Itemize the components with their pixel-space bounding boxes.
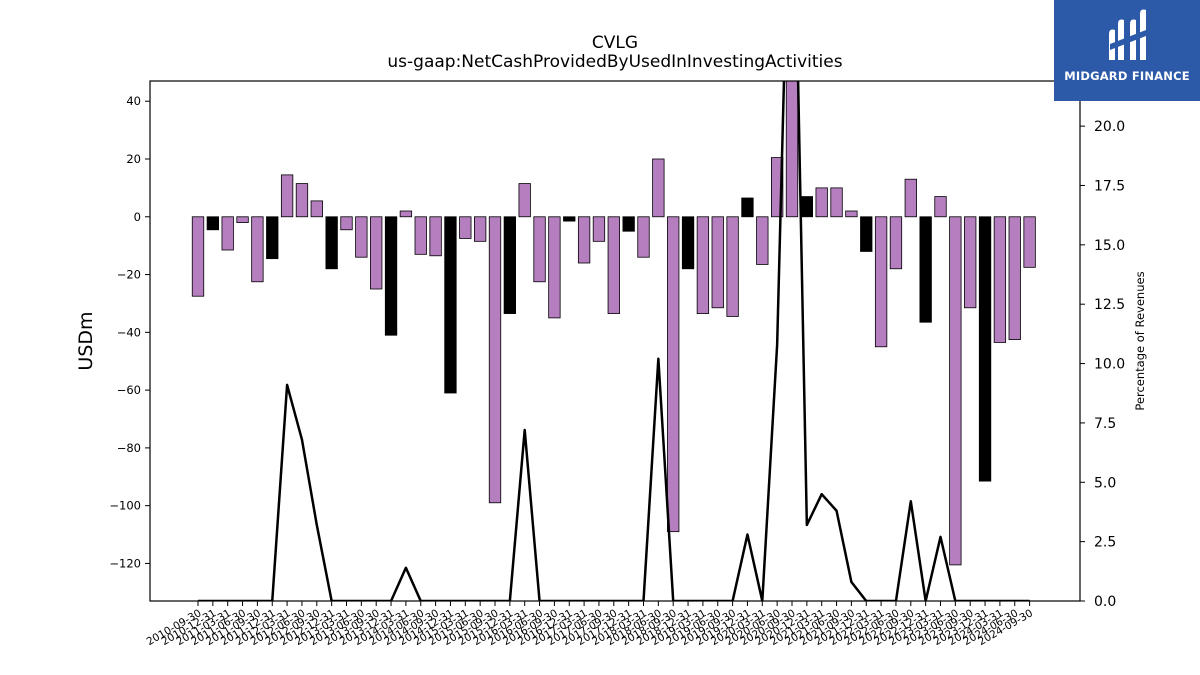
bar xyxy=(399,210,413,218)
bar xyxy=(459,216,472,239)
y-tick-label: 0 xyxy=(134,210,141,224)
bar xyxy=(340,216,353,231)
bar xyxy=(652,158,665,218)
bar xyxy=(1008,216,1021,340)
y2-tick-label: 0.0 xyxy=(1094,594,1116,610)
y2-tick-label: 17.5 xyxy=(1094,178,1125,194)
y2-axis-label: Percentage of Revenues xyxy=(1133,271,1147,410)
midgard-logo-icon xyxy=(1109,9,1146,60)
bar xyxy=(934,196,947,218)
y2-tick-label: 12.5 xyxy=(1094,297,1125,313)
bar xyxy=(681,216,695,270)
y2-tick-label: 5.0 xyxy=(1094,475,1116,491)
bar xyxy=(874,216,888,348)
bar xyxy=(771,157,784,218)
bar xyxy=(889,216,903,270)
bar xyxy=(904,178,917,218)
bar xyxy=(548,216,561,319)
bar xyxy=(845,210,858,218)
logo-text: MIDGARD FINANCE xyxy=(1064,69,1190,83)
bar xyxy=(310,200,323,218)
bar xyxy=(978,216,992,482)
bar xyxy=(563,216,576,222)
bar xyxy=(370,216,383,290)
logo-badge: MIDGARD FINANCE xyxy=(1054,0,1200,101)
bar xyxy=(518,183,531,218)
bar xyxy=(696,216,710,314)
y2-tick-label: 15.0 xyxy=(1094,238,1125,254)
bar xyxy=(191,216,205,297)
y-tick-label: −40 xyxy=(117,325,141,339)
bar xyxy=(860,216,873,252)
bar xyxy=(444,216,457,394)
y-tick-label: −100 xyxy=(109,499,141,513)
bar xyxy=(355,216,368,258)
bar xyxy=(414,216,427,255)
bar xyxy=(577,216,591,264)
y-tick-label: −80 xyxy=(117,441,141,455)
bar xyxy=(667,216,680,533)
bar xyxy=(607,216,620,314)
bar xyxy=(325,216,338,270)
bar xyxy=(592,216,606,242)
bar xyxy=(711,216,724,309)
y-tick-label: −20 xyxy=(117,268,141,282)
y-tick-label: 40 xyxy=(126,94,141,108)
bar xyxy=(488,216,502,504)
bar xyxy=(280,174,294,218)
bar xyxy=(622,216,635,232)
bar xyxy=(266,216,279,260)
bar xyxy=(919,216,932,323)
bar xyxy=(251,216,264,283)
bar xyxy=(503,216,517,314)
bar xyxy=(964,216,977,309)
y2-tick-label: 20.0 xyxy=(1094,119,1125,135)
chart-subtitle: us-gaap:NetCashProvidedByUsedInInvesting… xyxy=(387,52,843,72)
y2-tick-label: 10.0 xyxy=(1094,357,1125,373)
bar xyxy=(637,216,650,258)
bar xyxy=(236,216,249,223)
bar xyxy=(429,216,442,257)
bar xyxy=(221,216,234,251)
bar xyxy=(206,216,220,231)
y-tick-label: −120 xyxy=(109,556,141,570)
bar xyxy=(533,216,546,283)
y-tick-label: −60 xyxy=(117,383,141,397)
bar xyxy=(949,216,962,566)
bar xyxy=(473,216,487,242)
bar xyxy=(384,216,398,336)
bar xyxy=(726,216,739,317)
bar xyxy=(993,216,1007,343)
y2-tick-label: 2.5 xyxy=(1094,535,1116,551)
y-tick-label: 20 xyxy=(126,152,141,166)
y-axis-label: USDm xyxy=(75,311,97,370)
y2-tick-label: 7.5 xyxy=(1094,416,1116,432)
bar xyxy=(785,81,799,218)
bar xyxy=(756,216,769,265)
bar xyxy=(741,197,754,218)
bar xyxy=(1023,216,1036,268)
chart-title: CVLG xyxy=(591,33,639,53)
bar xyxy=(295,183,309,218)
bar xyxy=(815,187,828,218)
bar xyxy=(800,196,813,218)
bar-group xyxy=(191,81,1036,566)
bar xyxy=(830,187,843,218)
plot-frame xyxy=(149,80,1081,602)
